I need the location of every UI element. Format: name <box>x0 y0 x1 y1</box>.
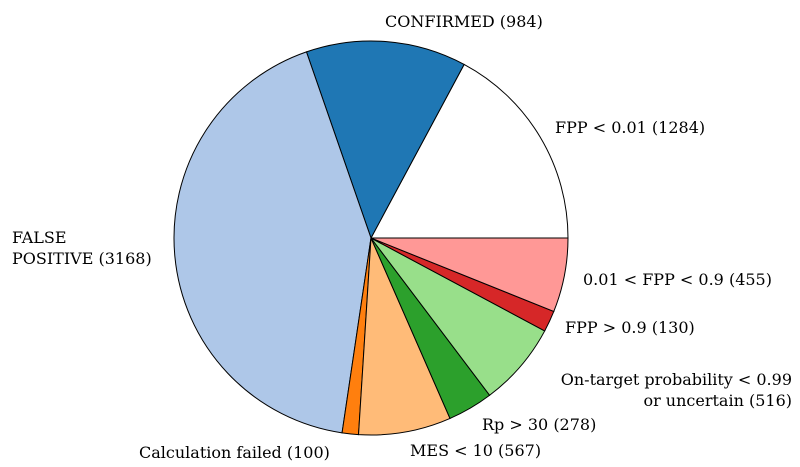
pie-slice-4 <box>357 237 451 436</box>
pie-slice-2 <box>173 51 372 434</box>
pie-slices <box>173 40 569 436</box>
pie-label-7: FPP > 0.9 (130) <box>565 318 695 337</box>
pie-slice-8 <box>370 237 569 313</box>
pie-labels: FPP < 0.01 (1284) CONFIRMED (984) FALSE POS… <box>12 12 792 462</box>
pie-label-6: On-target probability < 0.99 or uncertain… <box>561 370 792 410</box>
pie-slice-1 <box>305 40 465 240</box>
pie-label-1: CONFIRMED (984) <box>385 12 543 31</box>
pie-slice-0 <box>370 63 569 239</box>
pie-label-2: FALSE POSITIVE (3168) <box>12 228 152 268</box>
pie-label-4: MES < 10 (567) <box>410 441 541 460</box>
pie-label-0: FPP < 0.01 (1284) <box>555 118 705 137</box>
pie-label-3: Calculation failed (100) <box>139 443 330 462</box>
pie-label-8: 0.01 < FPP < 0.9 (455) <box>583 270 772 289</box>
pie-label-5: Rp > 30 (278) <box>482 415 596 434</box>
